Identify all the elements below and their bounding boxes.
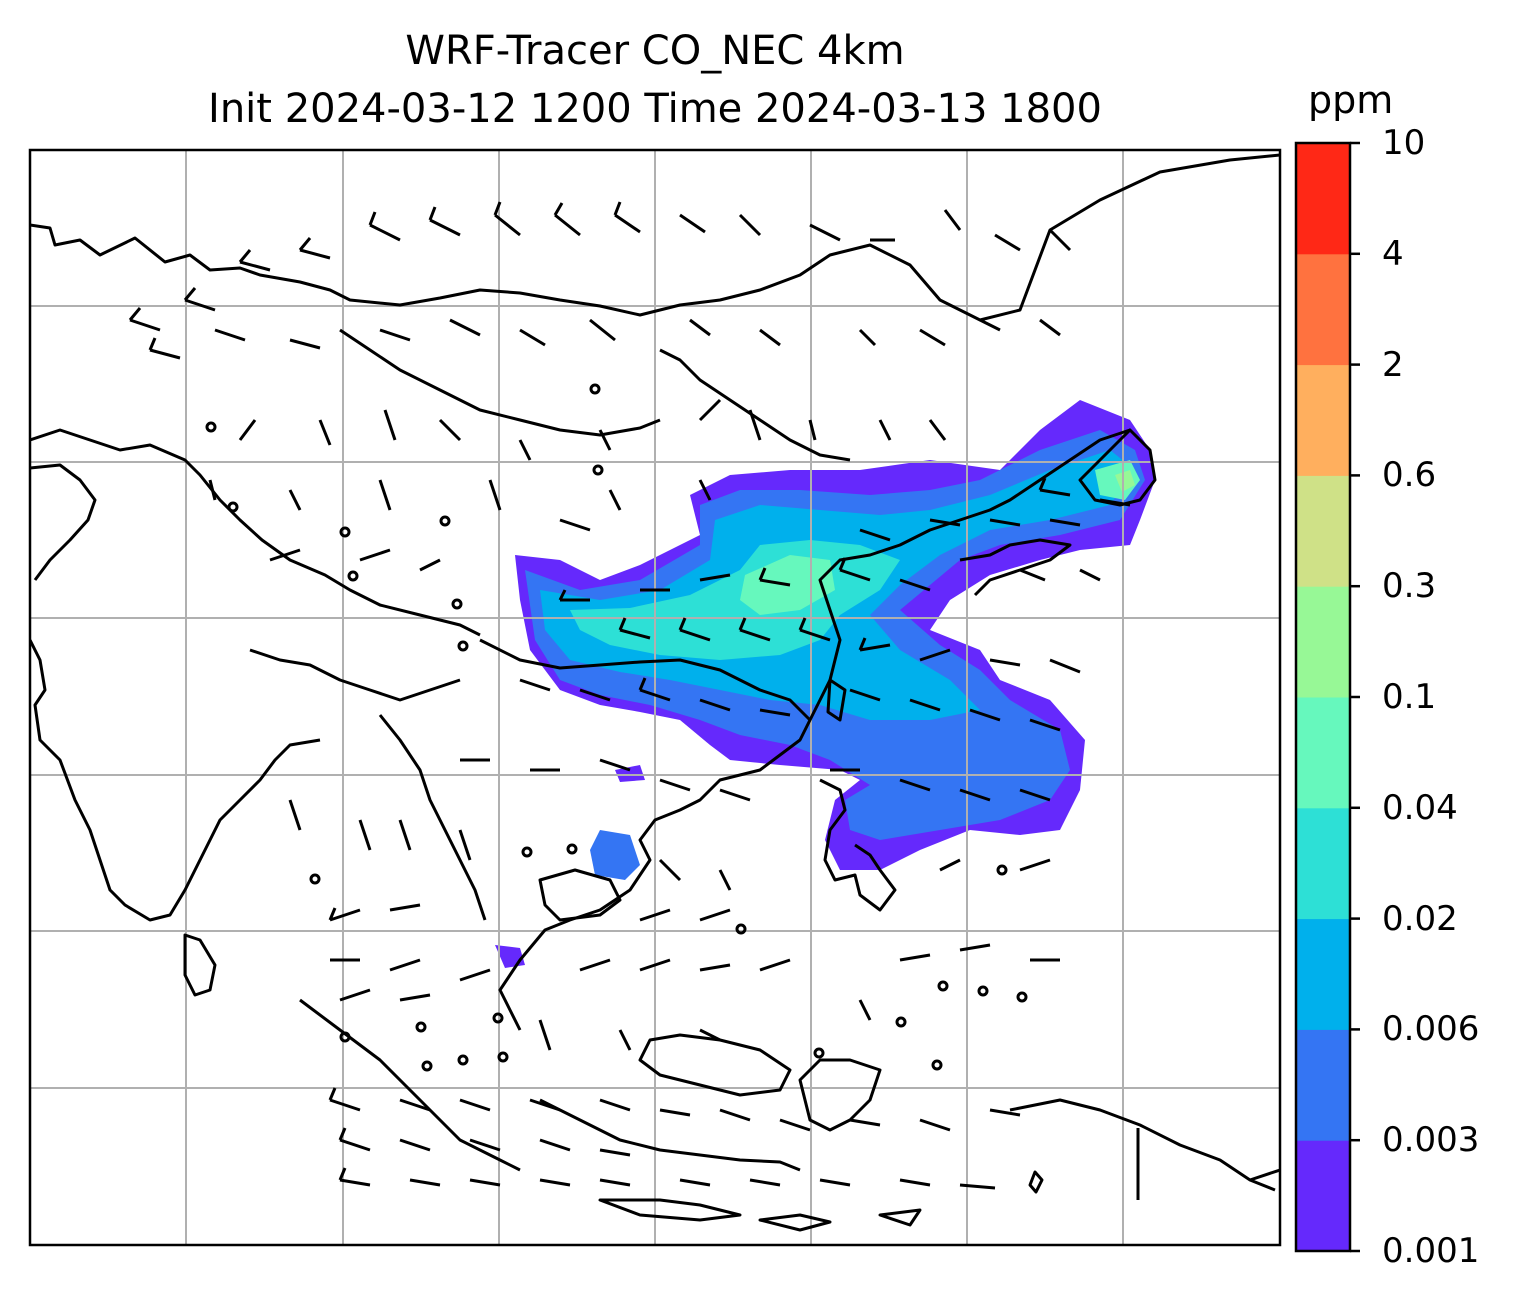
colorbar-tick-label: 0.02 [1382,898,1458,939]
colorbar-tick-label: 10 [1382,123,1426,163]
colorbar-tick-label: 4 [1382,233,1404,274]
map-plot-area [30,150,1280,1245]
colorbar-tick-label: 0.3 [1382,566,1437,607]
colorbar-bin [1296,586,1350,698]
co-tracer-plume [495,400,1155,968]
wind-barbs [128,201,1131,1190]
colorbar-bin [1296,143,1350,255]
colorbar-bin [1296,697,1350,809]
colorbar-tick-label: 0.001 [1382,1231,1480,1271]
map-title-line1: WRF-Tracer CO_NEC 4km [405,28,905,74]
map-gridlines [30,150,1280,1245]
calm-wind-markers [205,383,1028,1072]
colorbar-unit-label: ppm [1308,78,1394,122]
colorbar [1294,141,1360,1253]
map-frame [28,148,1282,1247]
colorbar-tick-label: 0.003 [1382,1120,1480,1161]
colorbar-tick-label: 0.006 [1382,1009,1480,1050]
colorbar-bin [1296,364,1350,476]
colorbar-tick-label: 2 [1382,344,1404,385]
colorbar-tick-label: 0.6 [1382,455,1437,496]
colorbar-bin [1296,807,1350,920]
colorbar-tick-label: 0.04 [1382,787,1458,828]
map-title-line2: Init 2024-03-12 1200 Time 2024-03-13 180… [208,86,1102,132]
coastlines [30,153,1280,1232]
colorbar-bin [1296,918,1350,1030]
colorbar-bin [1296,475,1350,587]
colorbar-bin [1296,1140,1350,1252]
colorbar-tick-label: 0.1 [1382,677,1437,717]
colorbar-bin [1296,253,1350,366]
colorbar-bin [1296,1029,1350,1141]
